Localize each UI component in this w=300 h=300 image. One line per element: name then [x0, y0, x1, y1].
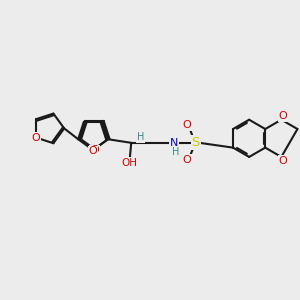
Text: O: O: [88, 146, 98, 157]
Text: O: O: [182, 120, 191, 130]
Text: O: O: [278, 155, 287, 166]
Text: OH: OH: [122, 158, 138, 168]
Text: O: O: [32, 133, 40, 142]
Text: O: O: [182, 155, 191, 165]
Text: H: H: [172, 147, 179, 157]
Text: O: O: [90, 145, 99, 155]
Text: S: S: [191, 136, 200, 149]
Text: H: H: [137, 132, 145, 142]
Text: O: O: [278, 111, 287, 121]
Text: N: N: [170, 138, 178, 148]
